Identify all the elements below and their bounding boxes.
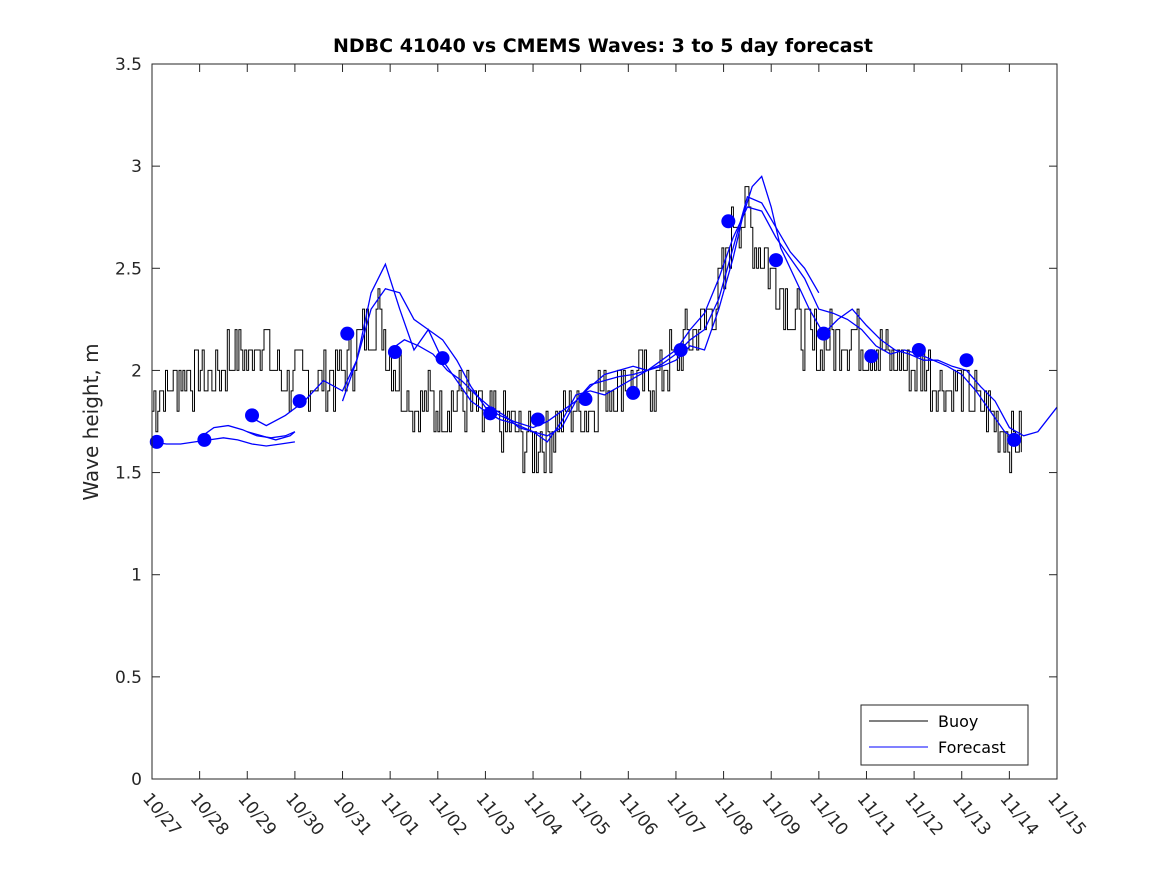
y-tick-label: 3.5: [115, 55, 142, 75]
forecast-marker: [483, 406, 498, 421]
y-tick-label: 3: [131, 157, 142, 177]
forecast-marker: [245, 408, 260, 423]
forecast-marker: [340, 326, 355, 341]
forecast-marker: [197, 432, 212, 447]
forecast-marker: [768, 253, 783, 268]
legend-box: [860, 704, 1029, 766]
y-tick-label: 0: [131, 770, 142, 790]
legend: Buoy Forecast: [860, 704, 1029, 766]
forecast-marker: [149, 434, 164, 449]
forecast-marker: [578, 392, 593, 407]
legend-buoy-label: Buoy: [938, 712, 978, 731]
y-tick-label: 1: [131, 566, 142, 586]
forecast-marker: [673, 343, 688, 357]
y-tick-label: 1.5: [115, 464, 142, 484]
chart-title: NDBC 41040 vs CMEMS Waves: 3 to 5 day fo…: [333, 35, 873, 57]
forecast-marker: [292, 394, 307, 409]
forecast-marker: [816, 326, 831, 341]
forecast-marker: [435, 351, 450, 366]
y-axis-label: Wave height, m: [79, 343, 103, 500]
y-tick-label: 0.5: [115, 668, 142, 688]
y-tick-label: 2: [131, 361, 142, 381]
forecast-marker: [530, 412, 545, 427]
y-tick-label: 2.5: [115, 259, 142, 279]
forecast-line: [246, 175, 1058, 443]
forecast-marker: [626, 385, 641, 400]
buoy-line: [152, 186, 1022, 474]
forecast-marker: [721, 214, 736, 229]
forecast-line: [247, 431, 296, 441]
forecast-line: [151, 437, 295, 447]
forecast-marker: [864, 349, 879, 364]
legend-forecast-label: Forecast: [938, 738, 1006, 757]
forecast-marker: [959, 353, 974, 368]
forecast-marker: [1007, 432, 1022, 447]
forecast-marker: [387, 345, 402, 360]
forecast-marker: [911, 343, 926, 357]
axes-box: [151, 63, 1058, 780]
